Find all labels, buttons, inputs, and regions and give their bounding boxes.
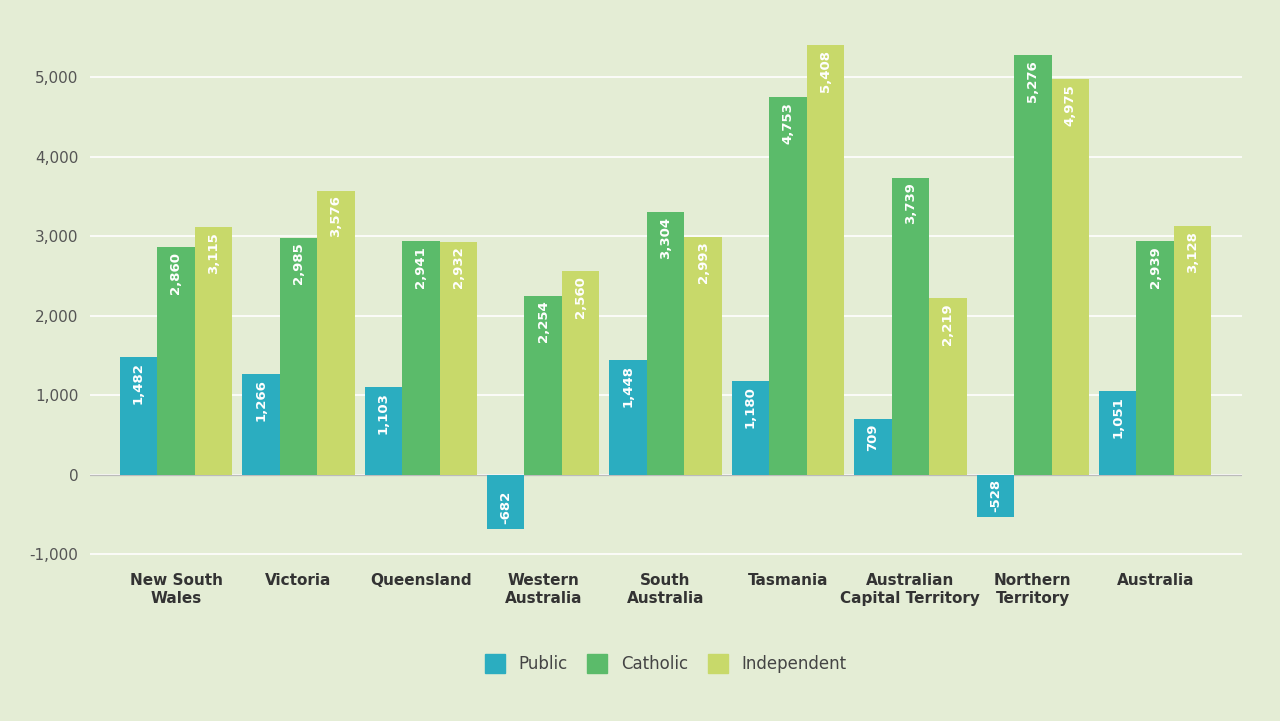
Text: 2,993: 2,993 — [696, 242, 709, 283]
Bar — [1174, 226, 1211, 475]
Text: 709: 709 — [867, 423, 879, 451]
Bar — [317, 190, 355, 475]
Bar — [242, 374, 280, 475]
Text: 5,408: 5,408 — [819, 50, 832, 92]
Text: 5,276: 5,276 — [1027, 60, 1039, 102]
Text: 3,128: 3,128 — [1187, 231, 1199, 273]
Text: 4,753: 4,753 — [782, 102, 795, 143]
Bar — [929, 298, 966, 475]
Text: 2,985: 2,985 — [292, 242, 305, 284]
Bar — [854, 418, 892, 475]
Bar — [195, 227, 232, 475]
Bar — [977, 475, 1014, 517]
Text: 3,576: 3,576 — [329, 195, 342, 237]
Bar — [609, 360, 646, 475]
Bar — [120, 357, 157, 475]
Text: 1,266: 1,266 — [255, 379, 268, 421]
Text: 2,939: 2,939 — [1148, 246, 1162, 288]
Text: 2,941: 2,941 — [415, 246, 428, 288]
Bar — [1052, 79, 1089, 475]
Text: 3,304: 3,304 — [659, 217, 672, 259]
Text: 2,932: 2,932 — [452, 247, 465, 288]
Text: 1,051: 1,051 — [1111, 396, 1124, 438]
Bar — [280, 237, 317, 475]
Text: 1,448: 1,448 — [622, 365, 635, 407]
Bar — [685, 237, 722, 475]
Bar — [365, 387, 402, 475]
Bar — [488, 475, 525, 529]
Text: 2,860: 2,860 — [169, 252, 183, 294]
Text: 4,975: 4,975 — [1064, 84, 1076, 125]
Bar — [806, 45, 845, 475]
Text: 1,180: 1,180 — [744, 386, 756, 428]
Text: 2,560: 2,560 — [575, 276, 588, 318]
Bar — [1014, 56, 1052, 475]
Bar — [646, 212, 685, 475]
Bar — [769, 97, 806, 475]
Text: 2,254: 2,254 — [536, 301, 549, 342]
Bar — [1137, 242, 1174, 475]
Text: 3,115: 3,115 — [207, 232, 220, 274]
Bar — [1100, 392, 1137, 475]
Bar — [892, 177, 929, 475]
Bar — [157, 247, 195, 475]
Text: 2,219: 2,219 — [941, 304, 955, 345]
Bar — [439, 242, 477, 475]
Bar — [525, 296, 562, 475]
Text: -682: -682 — [499, 491, 512, 524]
Bar — [732, 381, 769, 475]
Legend: Public, Catholic, Independent: Public, Catholic, Independent — [485, 654, 846, 673]
Bar — [562, 271, 599, 475]
Text: 1,103: 1,103 — [376, 392, 390, 434]
Text: -528: -528 — [989, 479, 1002, 512]
Text: 3,739: 3,739 — [904, 182, 916, 224]
Text: 1,482: 1,482 — [132, 362, 145, 404]
Bar — [402, 241, 439, 475]
